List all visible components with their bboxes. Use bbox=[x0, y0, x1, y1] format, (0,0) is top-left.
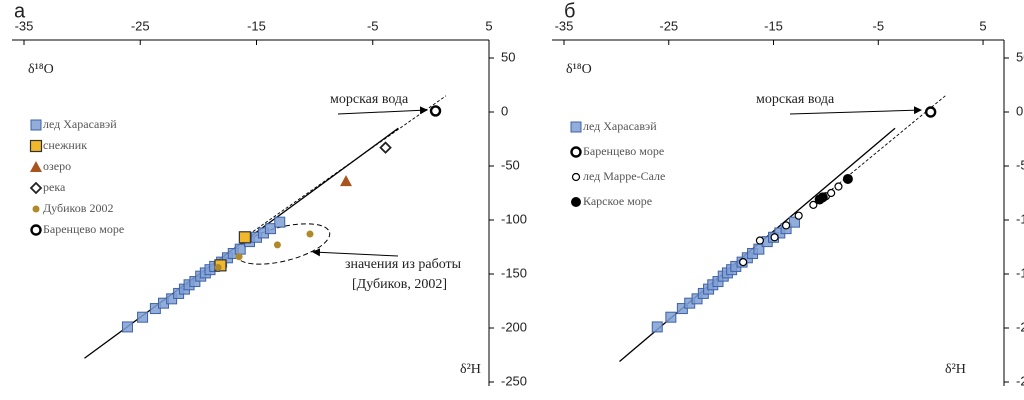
point bbox=[781, 221, 791, 230]
legend-marker bbox=[30, 119, 42, 131]
x-tick-label: -35 bbox=[15, 18, 34, 33]
x-tick-label: -15 bbox=[247, 18, 266, 33]
arrow bbox=[789, 106, 922, 115]
annotation: [Дубиков, 2002] bbox=[352, 277, 447, 292]
y-axis-title: δ²H bbox=[945, 362, 966, 377]
x-tick-label: 5 bbox=[485, 18, 492, 33]
y-tick-label: -100 bbox=[1016, 211, 1024, 226]
y-tick-label: -200 bbox=[1016, 319, 1024, 334]
annotation: морская вода bbox=[330, 92, 409, 107]
x-tick-label: -5 bbox=[873, 18, 885, 33]
legend-marker bbox=[30, 224, 42, 236]
y-axis-title: δ²H bbox=[460, 362, 481, 377]
point bbox=[274, 216, 286, 228]
point bbox=[770, 233, 779, 242]
legend-marker bbox=[571, 172, 581, 182]
legend-marker bbox=[30, 161, 42, 172]
point bbox=[842, 173, 853, 184]
arrow bbox=[337, 106, 428, 115]
point bbox=[137, 311, 149, 323]
point bbox=[429, 105, 442, 117]
point bbox=[809, 200, 818, 209]
point bbox=[238, 231, 251, 244]
legend-label: снежник bbox=[43, 138, 87, 152]
point bbox=[755, 236, 765, 245]
y-tick-label: 50 bbox=[501, 49, 515, 64]
point bbox=[306, 230, 314, 238]
y-tick-label: -150 bbox=[501, 265, 527, 280]
legend-label: лед Харасавэй bbox=[583, 119, 657, 133]
y-tick-label: -150 bbox=[1016, 265, 1024, 280]
legend-label: Карское море bbox=[583, 194, 652, 208]
x-tick-label: -25 bbox=[659, 18, 678, 33]
x-tick-label: -35 bbox=[555, 18, 574, 33]
legend-marker bbox=[29, 181, 43, 195]
legend-marker bbox=[570, 121, 582, 133]
y-tick-label: -200 bbox=[501, 319, 527, 334]
point bbox=[739, 258, 748, 267]
legend-marker bbox=[571, 197, 581, 207]
point bbox=[340, 175, 353, 187]
point bbox=[121, 321, 133, 333]
annotation: значения из работы bbox=[345, 257, 462, 272]
panel-label: б bbox=[564, 0, 575, 22]
y-tick-label: -50 bbox=[501, 157, 520, 172]
x-tick-label: -25 bbox=[131, 18, 150, 33]
reference-line bbox=[819, 95, 946, 200]
legend-label: лед Харасавэй bbox=[43, 117, 117, 131]
point bbox=[924, 106, 937, 118]
x-tick-label: 5 bbox=[979, 18, 986, 33]
point bbox=[214, 264, 222, 272]
legend-marker bbox=[570, 146, 582, 158]
x-tick-label: -5 bbox=[367, 18, 379, 33]
point bbox=[234, 243, 246, 255]
annotation: морская вода bbox=[756, 92, 835, 107]
arrow bbox=[312, 248, 399, 257]
point bbox=[817, 192, 828, 203]
point bbox=[651, 321, 663, 333]
point bbox=[788, 216, 800, 228]
point bbox=[834, 182, 843, 191]
point bbox=[264, 223, 276, 235]
point bbox=[665, 311, 677, 323]
x-axis-title: δ¹⁸O bbox=[28, 62, 54, 77]
y-tick-label: 0 bbox=[1016, 103, 1023, 118]
point bbox=[273, 241, 281, 249]
panel-label: а bbox=[14, 0, 26, 22]
point bbox=[827, 188, 836, 198]
point bbox=[235, 253, 243, 261]
legend-label: Баренцево море bbox=[43, 222, 124, 236]
y-tick-label: -50 bbox=[1016, 157, 1024, 172]
legend-label: лед Марре-Сале bbox=[583, 169, 665, 183]
point bbox=[794, 211, 803, 220]
x-tick-label: -15 bbox=[764, 18, 783, 33]
point bbox=[379, 141, 392, 154]
y-tick-label: -250 bbox=[501, 373, 527, 388]
legend-label: озеро bbox=[43, 159, 71, 173]
x-axis-title: δ¹⁸O bbox=[566, 62, 592, 77]
legend-marker bbox=[29, 139, 43, 153]
legend-label: Баренцево море bbox=[583, 144, 664, 158]
y-tick-label: 50 bbox=[1016, 49, 1024, 64]
legend-label: река bbox=[43, 180, 66, 194]
reference-line bbox=[244, 95, 447, 238]
legend-label: Дубиков 2002 bbox=[43, 201, 113, 215]
y-tick-label: -100 bbox=[501, 211, 527, 226]
legend-marker bbox=[32, 205, 40, 213]
y-tick-label: -250 bbox=[1016, 373, 1024, 388]
y-tick-label: 0 bbox=[501, 103, 508, 118]
